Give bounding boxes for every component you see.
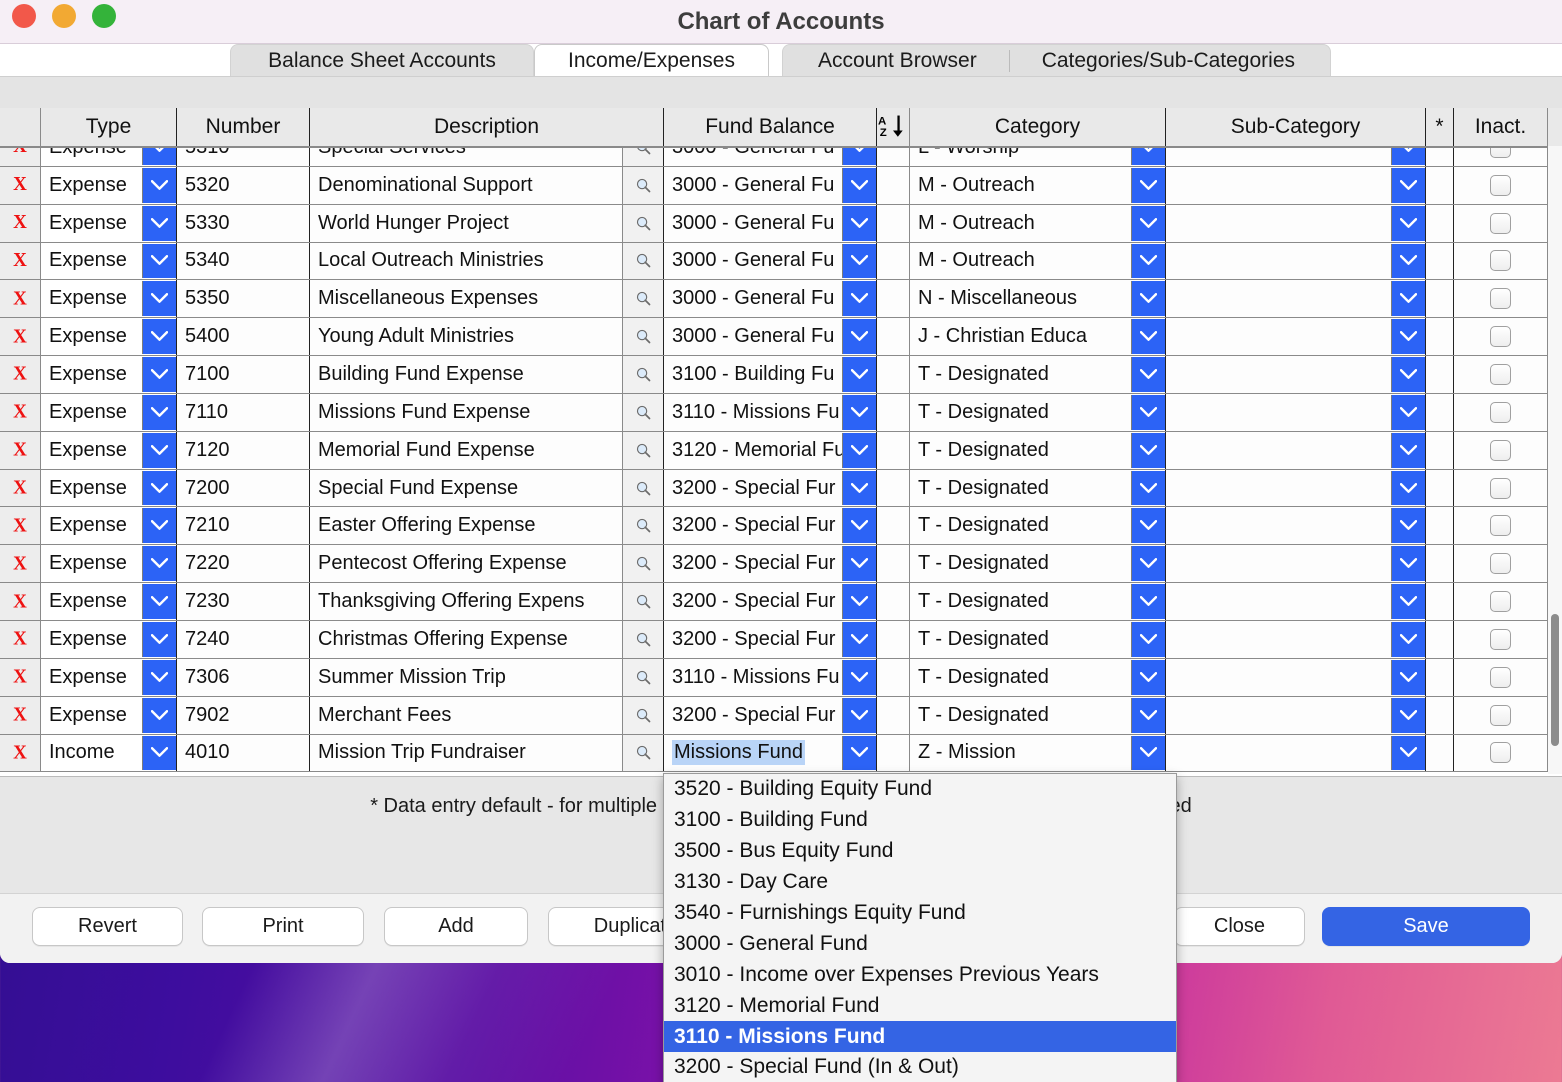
svg-text:A: A <box>878 115 886 127</box>
svg-text:Z: Z <box>880 127 887 139</box>
